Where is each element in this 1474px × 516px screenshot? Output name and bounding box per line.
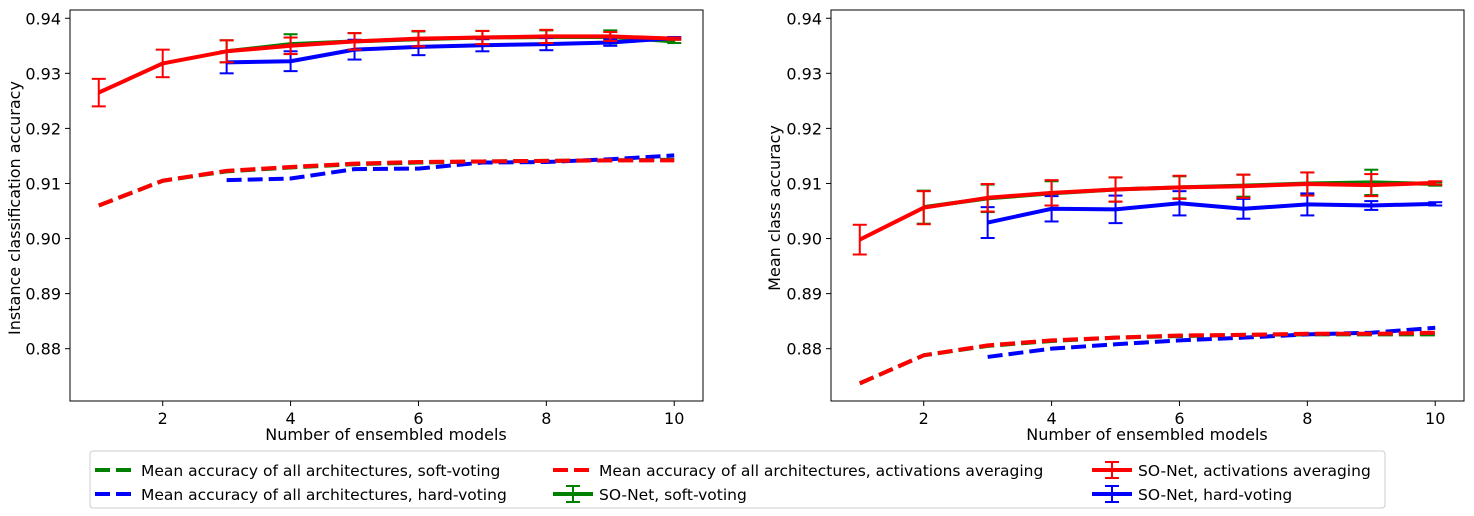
- right-y-tick-label: 0.92: [786, 119, 822, 138]
- left-y-tick-label: 0.88: [25, 340, 61, 359]
- right-errorbar-so-net-activations-averaging: [1172, 174, 1187, 200]
- right-y-axis-label: Mean class accuracy: [765, 125, 784, 291]
- left-errorbar-so-net-activations-averaging: [219, 39, 234, 64]
- right-series-mean-accuracy-of-all-architectures-activations-averaging: [858, 330, 1436, 386]
- legend-label: SO-Net, activations averaging: [1138, 462, 1371, 480]
- right-errorbar-so-net-activations-averaging: [1300, 171, 1315, 197]
- right-x-tick-label: 8: [1302, 409, 1312, 428]
- left-y-tick-label: 0.94: [25, 9, 61, 28]
- left-errorbar-so-net-activations-averaging: [539, 28, 554, 45]
- left-errorbar-so-net-activations-averaging: [411, 29, 426, 48]
- right-errorbar-so-net-hard-voting: [1364, 200, 1379, 211]
- left-errorbar-so-net-activations-averaging: [91, 77, 106, 108]
- legend: Mean accuracy of all architectures, soft…: [89, 450, 1386, 509]
- legend-label: Mean accuracy of all architectures, hard…: [141, 486, 507, 504]
- left-y-tick-label: 0.91: [25, 174, 61, 193]
- left-y-tick-label: 0.93: [25, 64, 61, 83]
- left-y-tick-label: 0.90: [25, 230, 61, 249]
- right-errorbar-so-net-activations-averaging: [1364, 173, 1379, 198]
- right-y-tick-label: 0.91: [786, 174, 822, 193]
- right-errorbar-so-net-activations-averaging: [1108, 176, 1123, 203]
- right-y-tick-label: 0.90: [786, 230, 822, 249]
- legend-label: Mean accuracy of all architectures, acti…: [599, 462, 1043, 480]
- left-errorbar-so-net-activations-averaging: [603, 31, 618, 42]
- left-panel: 2 4 6 8 10 0.88 0.89 0.90 0.91 0.92 0.93 0.94 Numbe…: [5, 9, 704, 444]
- right-plot-area: 2 4 6 8 10 0.88 0.89 0.90 0.91 0.92 0.93 0.94: [786, 9, 1465, 428]
- left-x-tick-label: 10: [664, 409, 684, 428]
- left-errorbar-so-net-activations-averaging: [475, 29, 490, 46]
- left-y-tick-label: 0.89: [25, 285, 61, 304]
- right-errorbar-so-net-activations-averaging: [852, 223, 867, 256]
- left-x-tick-label: 6: [413, 409, 423, 428]
- right-errorbar-so-net-activations-averaging: [1044, 179, 1059, 207]
- legend-label: SO-Net, hard-voting: [1138, 486, 1292, 504]
- left-series-mean-accuracy-of-all-architectures-activations-averaging: [98, 158, 675, 208]
- legend-items: Mean accuracy of all architectures, soft…: [95, 461, 1371, 504]
- left-x-tick-label: 8: [541, 409, 551, 428]
- left-errorbar-so-net-activations-averaging: [283, 36, 298, 56]
- left-x-tick-label: 4: [285, 409, 295, 428]
- right-y-tick-label: 0.88: [786, 340, 822, 359]
- left-errorbar-so-net-activations-averaging: [347, 32, 362, 51]
- right-series-so-net-hard-voting: [987, 201, 1436, 225]
- legend-frame: [89, 450, 1386, 509]
- right-errorbar-so-net-hard-voting: [1236, 197, 1251, 220]
- right-x-tick-label: 2: [919, 409, 929, 428]
- legend-label: Mean accuracy of all architectures, soft…: [141, 462, 500, 480]
- right-x-tick-label: 4: [1046, 409, 1056, 428]
- right-series-so-net-activations-averaging: [858, 180, 1436, 242]
- right-y-tick-label: 0.94: [786, 9, 822, 28]
- left-y-tick-label: 0.92: [25, 119, 61, 138]
- right-errorbar-so-net-activations-averaging: [980, 183, 995, 213]
- legend-entry-mean-accuracy-of-all-architectures-hard-voting: Mean accuracy of all architectures, hard…: [95, 486, 507, 504]
- left-y-axis-label: Instance classification accuracy: [5, 81, 24, 335]
- legend-entry-so-net-soft-voting: SO-Net, soft-voting: [553, 485, 747, 504]
- right-errorbar-so-net-activations-averaging: [1236, 173, 1251, 199]
- legend-entry-so-net-hard-voting: SO-Net, hard-voting: [1092, 485, 1292, 504]
- right-errorbar-so-net-activations-averaging: [1428, 180, 1443, 186]
- legend-entry-mean-accuracy-of-all-architectures-soft-voting: Mean accuracy of all architectures, soft…: [95, 462, 500, 480]
- right-panel: 2 4 6 8 10 0.88 0.89 0.90 0.91 0.92 0.93 0.94 Numbe…: [765, 9, 1465, 444]
- right-x-axis-label: Number of ensembled models: [1026, 425, 1267, 444]
- right-x-tick-label: 10: [1425, 409, 1445, 428]
- right-series-mean-accuracy-of-all-architectures-hard-voting: [987, 325, 1436, 359]
- right-axes-frame: [830, 9, 1465, 402]
- left-errorbar-so-net-activations-averaging: [667, 36, 682, 41]
- legend-label: SO-Net, soft-voting: [599, 486, 747, 504]
- left-errorbar-so-net-activations-averaging: [155, 48, 170, 79]
- right-x-tick-label: 6: [1174, 409, 1184, 428]
- left-series-so-net-activations-averaging: [97, 34, 675, 95]
- right-y-tick-label: 0.89: [786, 285, 822, 304]
- legend-entry-so-net-activations-averaging: SO-Net, activations averaging: [1092, 461, 1371, 480]
- left-x-tick-label: 2: [158, 409, 168, 428]
- left-axes-frame: [69, 9, 704, 402]
- left-series-mean-accuracy-of-all-architectures-hard-voting: [226, 153, 675, 183]
- left-series-so-net-hard-voting: [226, 36, 675, 65]
- right-y-tick-label: 0.93: [786, 64, 822, 83]
- right-errorbar-so-net-activations-averaging: [916, 190, 931, 226]
- legend-entry-mean-accuracy-of-all-architectures-activations-averaging: Mean accuracy of all architectures, acti…: [553, 462, 1043, 480]
- left-series-mean-accuracy-of-all-architectures-soft-voting: [98, 157, 675, 208]
- left-plot-area: 2 4 6 8 10 0.88 0.89 0.90 0.91 0.92 0.93 0.94: [25, 9, 704, 428]
- left-x-axis-label: Number of ensembled models: [265, 425, 506, 444]
- right-errorbar-so-net-hard-voting: [1428, 201, 1443, 207]
